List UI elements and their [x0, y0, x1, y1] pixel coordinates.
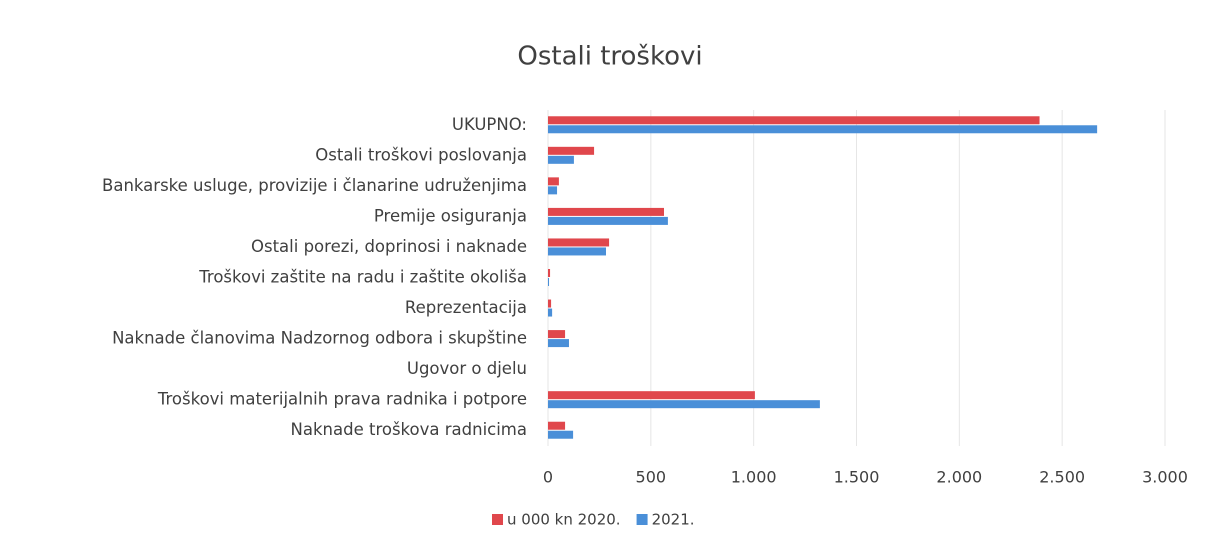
y-tick-label: UKUPNO: [452, 115, 527, 134]
y-tick-label: Ostali porezi, doprinosi i naknade [251, 237, 527, 256]
bar [548, 146, 595, 155]
bar [548, 430, 574, 439]
y-tick-label: Naknade troškova radnicima [291, 420, 527, 439]
x-tick-label: 500 [636, 468, 667, 487]
legend-swatch [636, 514, 648, 525]
legend-label: 2021. [652, 511, 695, 529]
legend-label: u 000 kn 2020. [507, 511, 621, 529]
x-tick-label: 0 [543, 468, 553, 487]
bar [548, 400, 820, 409]
y-tick-label: Troškovi materijalnih prava radnika i po… [157, 390, 527, 409]
bar [548, 155, 574, 164]
bar [548, 238, 610, 247]
bar [548, 269, 551, 277]
bar [548, 247, 606, 256]
bar [548, 216, 668, 225]
y-tick-label: Naknade članovima Nadzornog odbora i sku… [112, 329, 527, 348]
y-tick-label: Premije osiguranja [374, 206, 527, 225]
bar [548, 177, 559, 186]
y-tick-label: Ugovor o djelu [407, 359, 527, 378]
bar [548, 339, 569, 348]
y-tick-label: Bankarske usluge, provizije i članarine … [102, 176, 527, 195]
bar [548, 391, 755, 400]
bar [548, 186, 558, 195]
y-tick-label: Reprezentacija [405, 298, 527, 317]
x-tick-label: 2.500 [1039, 468, 1085, 487]
bar [548, 421, 566, 430]
legend-swatch [492, 514, 503, 525]
bar [548, 207, 664, 216]
bar [548, 308, 553, 317]
x-tick-label: 2.000 [936, 468, 982, 487]
bar [548, 116, 1040, 125]
bar [548, 299, 552, 308]
chart-title: Ostali troškovi [517, 42, 702, 72]
bar [548, 125, 1098, 134]
bar [548, 330, 566, 339]
x-tick-label: 1.500 [834, 468, 880, 487]
bar [548, 278, 550, 286]
x-tick-label: 3.000 [1142, 468, 1188, 487]
y-tick-label: Troškovi zaštite na radu i zaštite okoli… [198, 268, 527, 287]
x-tick-label: 1.000 [731, 468, 777, 487]
y-tick-label: Ostali troškovi poslovanja [315, 145, 527, 164]
